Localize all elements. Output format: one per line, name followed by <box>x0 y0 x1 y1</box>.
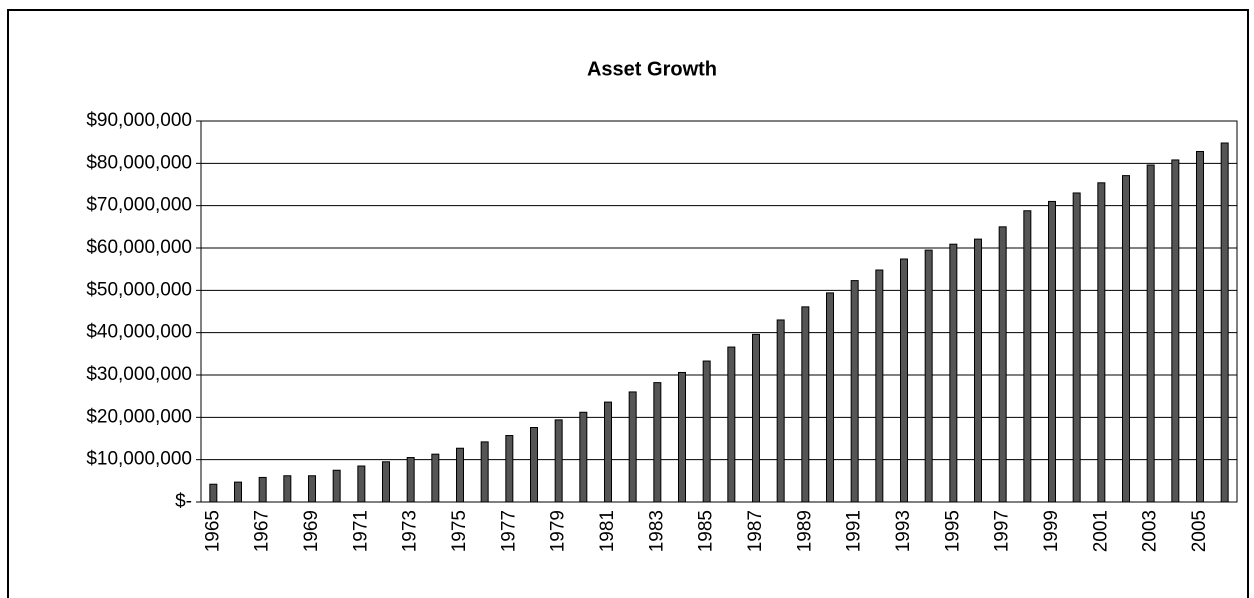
bar <box>1122 175 1130 503</box>
x-tick-label: 1991 <box>844 510 865 552</box>
y-tick-label: $60,000,000 <box>86 237 192 258</box>
bar <box>850 280 859 503</box>
x-tick-label: 1973 <box>400 510 421 552</box>
y-tick-label: $70,000,000 <box>86 195 192 216</box>
x-tick-label: 1995 <box>942 510 963 552</box>
bar <box>1171 159 1180 503</box>
bar <box>258 476 267 503</box>
bar <box>727 346 736 503</box>
bar <box>826 292 834 503</box>
bar <box>678 371 686 503</box>
bar <box>579 411 588 503</box>
bar <box>604 401 612 503</box>
x-tick-label: 1987 <box>745 510 766 552</box>
bar <box>283 475 292 503</box>
bar <box>357 465 366 503</box>
x-tick-label: 1969 <box>301 510 322 552</box>
bar <box>209 483 218 503</box>
y-tick-label: $30,000,000 <box>86 364 192 385</box>
chart-title: Asset Growth <box>587 58 717 80</box>
x-tick-label: 1979 <box>548 510 569 552</box>
x-tick-label: 1977 <box>498 510 519 552</box>
bar <box>801 306 810 503</box>
x-tick-label: 1989 <box>794 510 815 552</box>
bar <box>406 457 415 503</box>
x-tick-label: 1985 <box>696 510 717 552</box>
bar <box>480 441 489 503</box>
y-tick-label: $50,000,000 <box>86 279 192 300</box>
bar <box>702 360 711 503</box>
y-tick-label: $90,000,000 <box>86 110 192 131</box>
x-tick-label: 1967 <box>252 510 273 552</box>
bar <box>1146 164 1155 503</box>
x-tick-label: 1997 <box>992 510 1013 552</box>
bar <box>875 269 884 503</box>
y-tick-label: $40,000,000 <box>86 322 192 343</box>
bar <box>900 258 908 503</box>
bar <box>776 319 785 503</box>
bar <box>456 447 464 503</box>
bar <box>554 419 563 503</box>
bar <box>1048 200 1056 503</box>
x-tick-label: 2003 <box>1140 510 1161 552</box>
x-tick-label: 2005 <box>1189 510 1210 552</box>
bar <box>530 426 538 503</box>
y-tick-label: $10,000,000 <box>86 449 192 470</box>
bar <box>1097 182 1106 503</box>
bar <box>974 238 982 503</box>
x-tick-label: 1999 <box>1041 510 1062 552</box>
bar <box>752 333 760 503</box>
bar <box>332 469 341 503</box>
bar <box>505 435 514 503</box>
bar <box>1220 142 1229 503</box>
y-tick-label: $20,000,000 <box>86 406 192 427</box>
bar <box>949 243 958 503</box>
y-tick-label: $- <box>175 491 192 512</box>
bar <box>1196 150 1204 503</box>
x-tick-label: 1983 <box>646 510 667 552</box>
bar <box>653 382 662 503</box>
bar <box>234 481 242 503</box>
bar <box>431 453 440 503</box>
x-tick-label: 1965 <box>202 510 223 552</box>
x-tick-label: 1993 <box>893 510 914 552</box>
plot-area <box>200 120 1238 503</box>
y-tick-label: $80,000,000 <box>86 152 192 173</box>
x-tick-label: 1971 <box>350 510 371 552</box>
x-tick-label: 1975 <box>449 510 470 552</box>
bar <box>924 249 933 503</box>
bar <box>998 226 1007 503</box>
bar <box>308 475 316 503</box>
bar <box>1023 210 1032 503</box>
x-tick-label: 1981 <box>597 510 618 552</box>
bar <box>628 391 637 503</box>
bar <box>1072 192 1081 503</box>
x-tick-label: 2001 <box>1090 510 1111 552</box>
bar <box>382 461 390 503</box>
